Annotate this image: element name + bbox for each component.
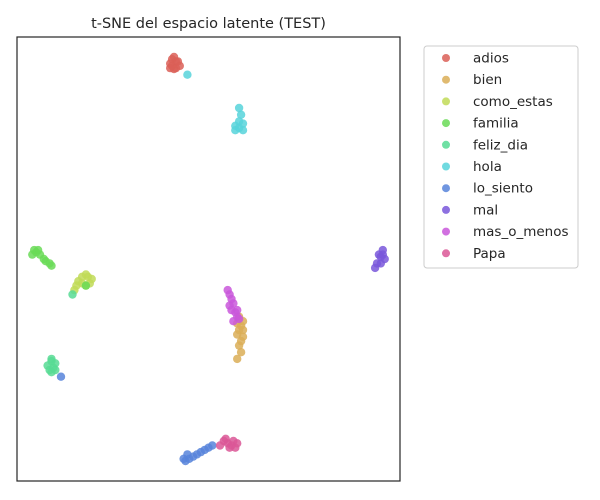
point-bien: [233, 354, 242, 364]
legend-label-adios: adios: [473, 51, 509, 67]
chart-title: t-SNE del espacio latente (TEST): [91, 16, 326, 32]
point-papa: [221, 434, 230, 443]
points-layer: [28, 52, 389, 466]
legend-marker-adios: [442, 54, 450, 62]
legend-marker-familia: [442, 119, 450, 128]
point-hola: [234, 103, 244, 113]
point-lo-siento: [208, 441, 217, 450]
legend-marker-como-estas: [442, 97, 450, 106]
point-familia: [28, 250, 37, 259]
legend-marker-bien: [442, 75, 450, 84]
legend-marker-mal: [442, 205, 450, 214]
point-hola: [183, 70, 192, 79]
legend-marker-papa: [442, 249, 450, 258]
point-lo-siento: [183, 450, 192, 459]
legend-label-familia: familia: [473, 116, 519, 132]
legend-box: [423, 45, 579, 269]
point-papa: [233, 439, 242, 448]
point-bien: [236, 348, 246, 357]
point-familia: [81, 281, 91, 290]
legend-label-feliz-dia: feliz_dia: [473, 137, 528, 153]
point-mas-o-menos: [229, 317, 238, 326]
point-bien: [238, 325, 248, 335]
legend-label-mal: mal: [473, 202, 498, 218]
point-feliz-dia: [47, 354, 56, 364]
point-hola: [238, 126, 248, 135]
point-bien: [234, 341, 244, 350]
point-feliz-dia: [51, 365, 60, 375]
legend-label-mas-o-menos: mas_o_menos: [473, 224, 569, 240]
point-mas-o-menos: [233, 305, 242, 315]
point-hola: [231, 126, 240, 135]
point-mal: [370, 263, 380, 273]
legend-label-hola: hola: [473, 159, 502, 175]
legend-label-lo-siento: lo_siento: [473, 181, 533, 197]
legend-label-papa: Papa: [473, 246, 506, 262]
point-familia: [47, 261, 56, 270]
point-feliz-dia: [68, 290, 77, 299]
point-papa: [225, 443, 234, 452]
legend-label-bien: bien: [473, 72, 502, 88]
point-lo-siento: [56, 372, 66, 381]
legend-marker-mas-o-menos: [442, 227, 450, 236]
point-adios: [173, 57, 183, 66]
legend-marker-hola: [442, 162, 450, 171]
plot-frame: [16, 36, 401, 482]
legend-label-como-estas: como_estas: [473, 94, 553, 110]
point-adios: [166, 63, 175, 73]
point-hola: [236, 110, 246, 119]
legend-marker-feliz-dia: [442, 140, 450, 149]
point-mal: [378, 245, 387, 255]
legend-marker-lo-siento: [442, 184, 450, 193]
point-bien: [238, 332, 248, 341]
